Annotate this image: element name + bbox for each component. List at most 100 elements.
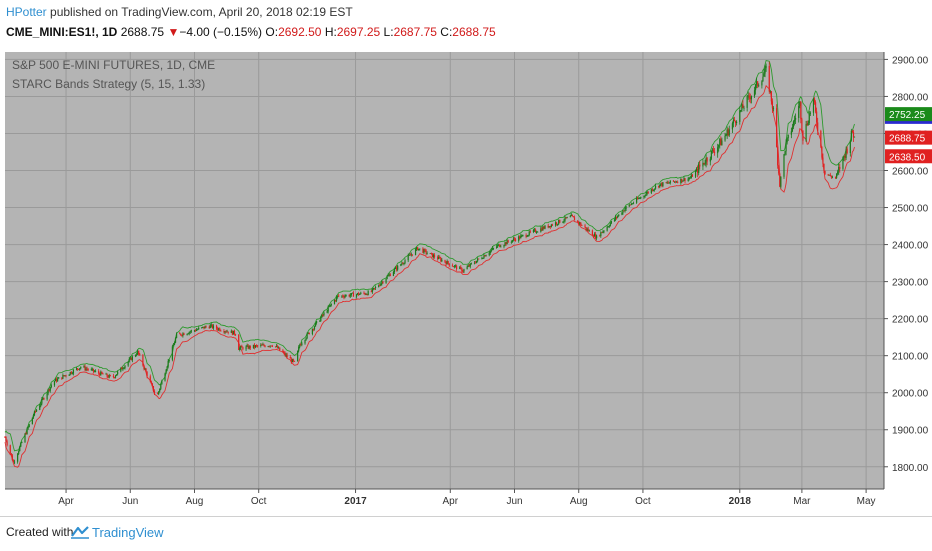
candle-body: [505, 242, 507, 245]
candle-body: [631, 203, 634, 205]
candle-body: [358, 293, 360, 295]
candle-body: [142, 355, 144, 366]
y-tick-label: 1900.00: [892, 426, 929, 437]
candle-body: [622, 210, 624, 214]
candle-body: [768, 65, 770, 92]
candle-body: [609, 223, 611, 227]
candle-body: [71, 373, 73, 375]
candle-body: [363, 292, 365, 294]
candle-body: [625, 206, 627, 209]
candle-body: [257, 345, 259, 347]
candle-body: [603, 230, 605, 232]
candle-body: [522, 234, 524, 236]
candle-body: [90, 369, 92, 371]
candle-body: [433, 254, 436, 258]
candle-body: [497, 245, 499, 247]
price-chart[interactable]: S&P 500 E-MINI FUTURES, 1D, CME STARC Ba…: [0, 42, 932, 516]
candle-body: [680, 178, 682, 183]
candle-body: [441, 259, 443, 262]
candle-body: [485, 255, 487, 257]
y-tick-label: 2600.00: [892, 167, 929, 178]
candle-body: [327, 306, 329, 312]
candle-body: [467, 265, 469, 267]
candle-body: [453, 265, 456, 267]
candle-body: [238, 335, 240, 350]
candle-body: [506, 240, 508, 245]
candle-body: [271, 346, 273, 347]
candle-body: [91, 368, 93, 370]
candle-body: [335, 296, 338, 301]
candle-body: [740, 110, 742, 111]
candle-body: [102, 373, 104, 375]
candle-body: [79, 368, 81, 370]
candle-body: [203, 326, 205, 329]
candle-body: [198, 327, 200, 330]
candle-body: [638, 198, 640, 200]
candle-body: [284, 352, 286, 356]
candle-body: [208, 326, 210, 329]
candle-body: [57, 378, 59, 382]
candle-body: [488, 252, 490, 256]
candle-body: [606, 226, 608, 231]
candle-body: [172, 344, 175, 347]
candle-body: [764, 68, 766, 74]
candle-body: [466, 266, 468, 270]
candle-body: [558, 219, 560, 224]
candle-body: [314, 322, 317, 327]
candle-body: [189, 331, 191, 333]
time-axis[interactable]: [5, 489, 884, 516]
candle-body: [454, 265, 457, 267]
candle-body: [49, 387, 51, 391]
created-with-text: Created with: [6, 525, 74, 539]
candle-body: [77, 368, 79, 370]
candle-body: [315, 321, 318, 323]
candle-body: [299, 344, 301, 347]
candle-body: [94, 370, 97, 372]
candle-body: [127, 361, 129, 366]
candle-body: [548, 226, 550, 228]
candle-body: [334, 300, 337, 301]
upper-band-line: [4, 59, 855, 452]
candle-body: [690, 174, 692, 178]
candle-body: [173, 342, 176, 345]
candle-body: [349, 295, 351, 297]
tradingview-brand[interactable]: TradingView: [92, 525, 164, 540]
candle-body: [319, 320, 321, 322]
candle-body: [143, 365, 145, 369]
price-axis[interactable]: [884, 52, 932, 489]
candle-body: [720, 139, 722, 146]
x-tick-label: Oct: [635, 496, 651, 507]
chart-header: HPotter published on TradingView.com, Ap…: [0, 0, 932, 42]
candle-body: [220, 330, 222, 332]
candle-body: [623, 210, 625, 212]
plot-area[interactable]: [5, 52, 884, 489]
candle-body: [784, 151, 786, 155]
candle-body: [624, 208, 626, 212]
candle-body: [329, 304, 331, 307]
price-axis-ticks: 1800.00 1900.00 2000.00 2100.00 2200.00 2300.…: [884, 55, 929, 474]
candle-body: [404, 260, 406, 264]
candle-body: [682, 180, 684, 182]
candle-body: [718, 144, 720, 148]
candle-body: [529, 231, 531, 233]
candle-body: [704, 163, 706, 165]
candle-body: [223, 331, 225, 333]
y-tick-label: 1800.00: [892, 463, 929, 474]
candle-body: [644, 195, 646, 197]
candle-body: [460, 266, 462, 268]
candle-body: [322, 314, 324, 316]
author-link[interactable]: HPotter: [6, 5, 47, 19]
candle-body: [291, 359, 293, 362]
candle-body: [63, 375, 65, 376]
chart-title: S&P 500 E-MINI FUTURES, 1D, CME: [12, 58, 215, 72]
candle-body: [80, 367, 82, 369]
candle-body: [778, 165, 780, 174]
candle-body: [240, 346, 242, 348]
candle-body: [702, 162, 704, 167]
candle-body: [786, 138, 788, 143]
lower-band-badge-bg: [885, 149, 932, 164]
candle-body: [50, 385, 52, 388]
candle-body: [61, 377, 63, 379]
candle-body: [195, 329, 198, 331]
candle-body: [367, 291, 369, 296]
